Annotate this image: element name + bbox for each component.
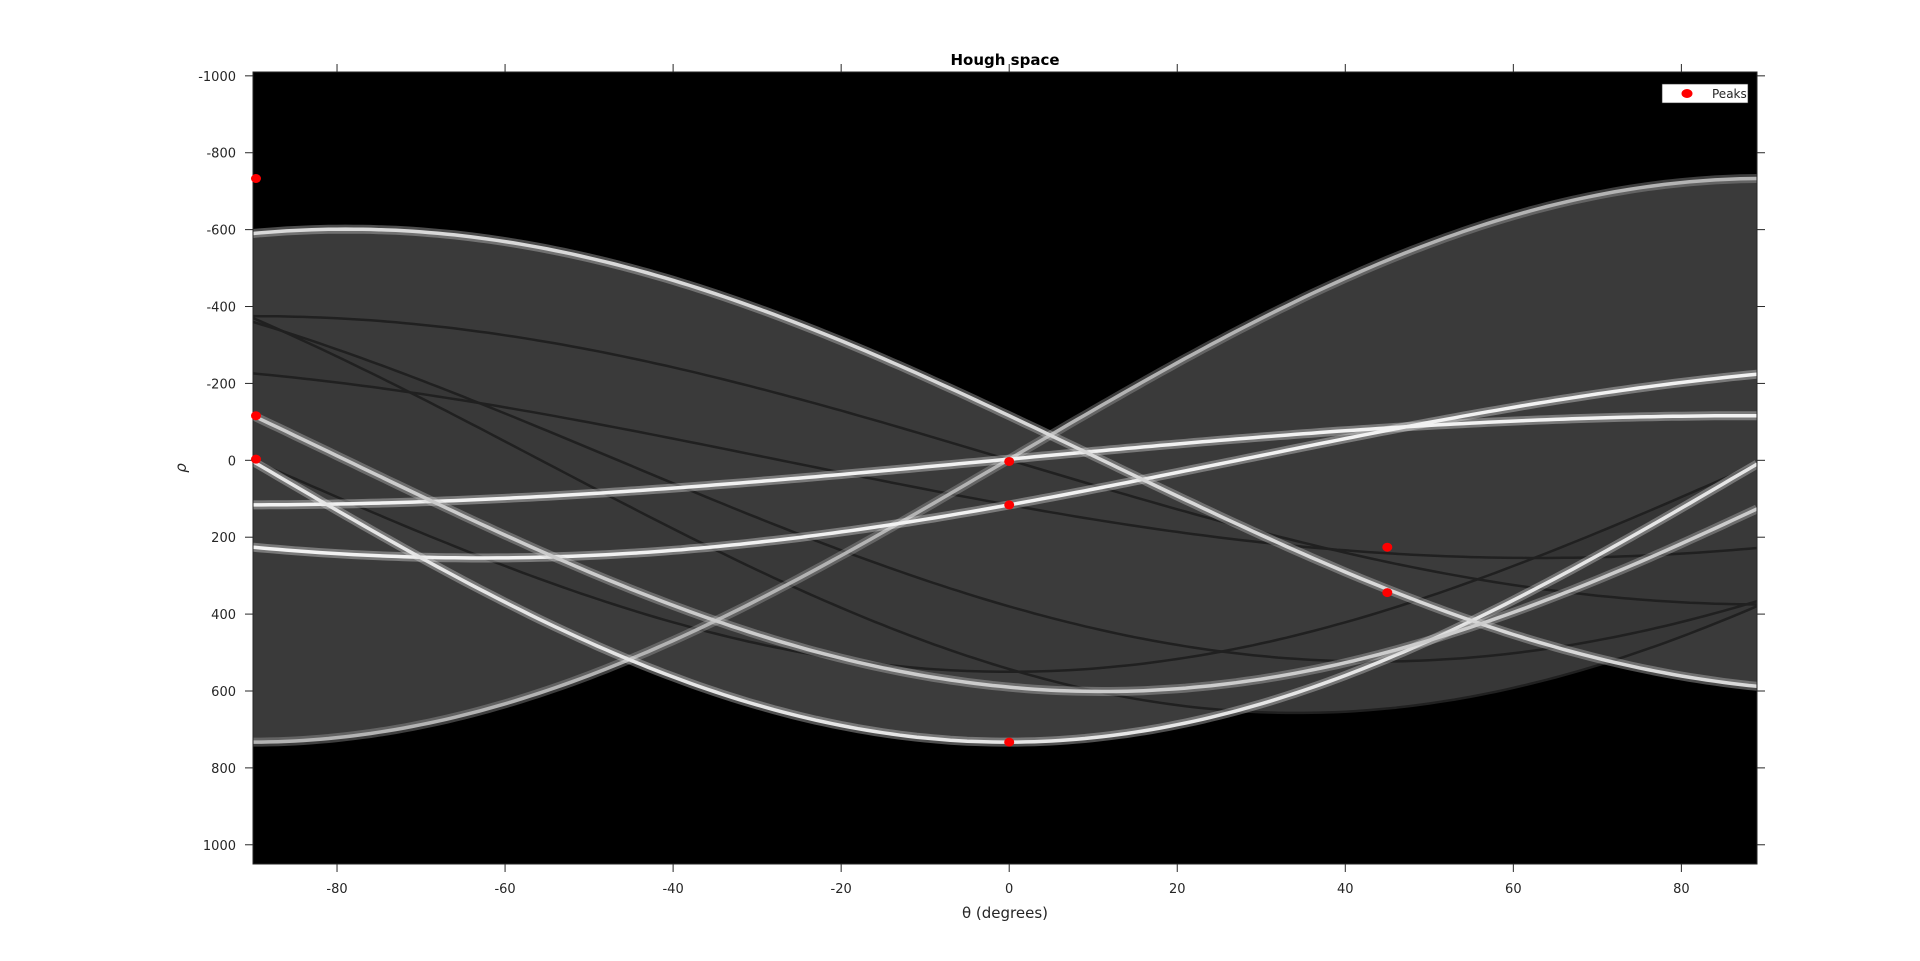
x-axis-ticks: -80 -60 -40 -20 0 20 40 60 80 <box>326 64 1690 897</box>
peak-point[interactable] <box>251 454 261 464</box>
y-axis-ticks: -1000 -800 -600 -400 -200 0 200 400 600 800 1000 <box>198 70 1765 854</box>
x-tick-label: -40 <box>662 882 683 897</box>
plot-area[interactable] <box>253 72 1757 864</box>
y-tick-label: -200 <box>206 377 236 392</box>
x-tick-label: 40 <box>1337 882 1354 897</box>
accumulator-band <box>253 318 1757 713</box>
peak-point[interactable] <box>1004 737 1015 747</box>
y-tick-label: 0 <box>228 454 236 469</box>
accumulator-dark-curve <box>253 320 1757 663</box>
x-tick-label: 80 <box>1673 882 1690 897</box>
accumulator-bright-curve <box>253 227 1757 689</box>
accumulator-bright-curve <box>253 414 1757 694</box>
y-tick-label: 1000 <box>203 839 236 854</box>
y-tick-label: -600 <box>206 224 236 239</box>
accumulator-band <box>253 316 1757 743</box>
accumulator-band <box>253 321 1757 672</box>
y-tick-label: 800 <box>211 762 236 777</box>
y-tick-label: 200 <box>211 531 236 546</box>
x-tick-label: -20 <box>831 882 852 897</box>
axes-box <box>252 71 1758 865</box>
x-axis-label: θ (degrees) <box>962 904 1048 922</box>
x-tick-label: 60 <box>1505 882 1522 897</box>
chart-title: Hough space <box>950 51 1059 69</box>
x-tick-label: 0 <box>1005 882 1013 897</box>
peak-point[interactable] <box>251 411 261 421</box>
peak-point[interactable] <box>1004 456 1015 466</box>
legend-entry-peaks: Peaks <box>1712 87 1747 101</box>
y-axis-label: ρ <box>172 463 190 473</box>
peaks-series <box>251 173 1393 747</box>
y-tick-label: 400 <box>211 608 236 623</box>
x-tick-label: -80 <box>326 882 347 897</box>
y-tick-label: -400 <box>206 301 236 316</box>
accumulator-band <box>253 316 1757 713</box>
accumulator-dark-curve <box>253 316 1757 715</box>
y-tick-label: -1000 <box>198 70 236 85</box>
y-tick-label: -800 <box>206 147 236 162</box>
peak-point[interactable] <box>1382 588 1393 598</box>
legend[interactable]: Peaks <box>1661 83 1749 104</box>
peak-point[interactable] <box>1382 542 1393 552</box>
accumulator-band <box>253 321 1757 662</box>
peak-point[interactable] <box>1004 500 1015 510</box>
accumulator-dark-curve <box>253 459 1757 674</box>
peak-point[interactable] <box>251 173 261 183</box>
legend-box <box>1661 83 1749 104</box>
axes <box>252 71 1758 865</box>
legend-marker-peaks <box>1681 89 1693 98</box>
y-tick-label: 600 <box>211 685 236 700</box>
x-tick-label: 20 <box>1169 882 1186 897</box>
x-tick-label: -60 <box>494 882 515 897</box>
